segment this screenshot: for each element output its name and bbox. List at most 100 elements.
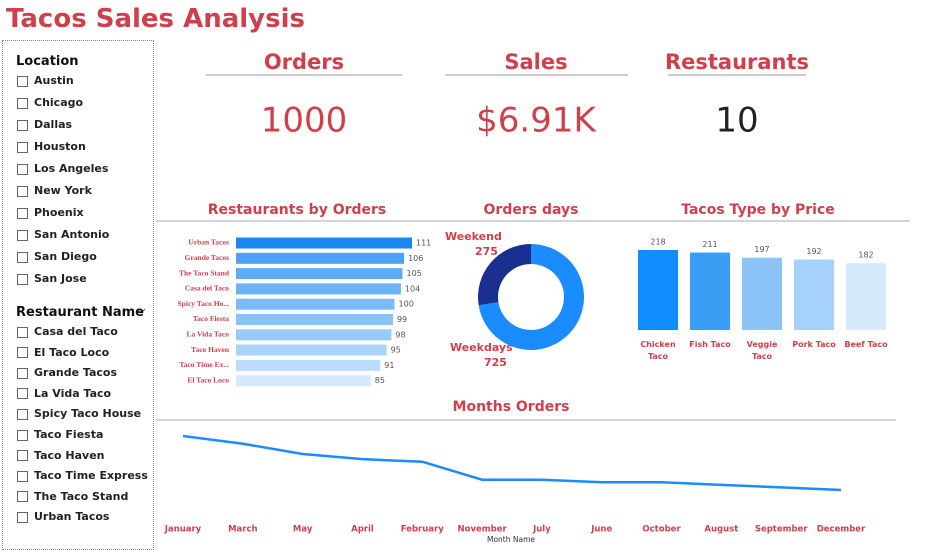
slicer-panel: [2, 40, 154, 550]
checkbox[interactable]: [17, 273, 28, 285]
slicer-item[interactable]: San Diego: [17, 250, 97, 263]
slicer-label: Taco Fiesta: [34, 428, 104, 441]
slicer-label: The Taco Stand: [34, 489, 129, 503]
bar: [794, 259, 834, 330]
slicer-title: Location: [16, 54, 79, 69]
checkbox[interactable]: [17, 141, 28, 153]
x-tick-label: November: [458, 525, 508, 535]
x-tick-label: Pork Taco: [792, 340, 836, 349]
slicer-label: Los Angeles: [34, 162, 109, 175]
slicer-item[interactable]: Austin: [17, 74, 74, 87]
bar: [236, 344, 387, 356]
checkbox[interactable]: [17, 367, 28, 379]
x-tick-label: June: [590, 525, 612, 535]
checkbox[interactable]: [17, 450, 28, 462]
slicer-item[interactable]: Phoenix: [17, 206, 84, 219]
value-label: 105: [406, 269, 421, 278]
x-tick-label: Beef Taco: [844, 340, 888, 349]
slicer-label: Taco Time Express: [34, 469, 148, 483]
checkbox[interactable]: [17, 347, 28, 359]
bar: [236, 359, 381, 371]
value-label: 218: [650, 238, 665, 247]
slicer-label: Taco Haven: [34, 448, 105, 462]
checkbox[interactable]: [17, 229, 28, 241]
checkbox[interactable]: [17, 119, 28, 131]
x-tick-label: May: [293, 525, 313, 535]
x-tick-label: July: [532, 525, 551, 535]
slicer-item[interactable]: The Taco Stand: [17, 490, 128, 503]
checkbox[interactable]: [17, 491, 28, 503]
slicer-label: San Antonio: [34, 228, 110, 241]
slicer-label: Urban Tacos: [34, 510, 110, 524]
slicer-item[interactable]: New York: [17, 184, 92, 197]
checkbox[interactable]: [17, 470, 28, 482]
value-label: 182: [858, 251, 873, 260]
slicer-item[interactable]: La Vida Taco: [17, 387, 111, 400]
slicer-label: Phoenix: [34, 206, 84, 219]
value-label: 95: [391, 346, 401, 355]
value-label: 100: [399, 300, 414, 309]
x-tick-label: April: [351, 525, 374, 535]
slicer-label: Austin: [34, 74, 74, 87]
x-axis-label: Month Name: [487, 535, 535, 544]
bar-label: Taco Time Ex...: [179, 360, 229, 369]
value-label: 192: [806, 247, 821, 256]
slicer-item[interactable]: San Antonio: [17, 228, 109, 241]
slicer-item[interactable]: Houston: [17, 140, 86, 153]
chart-title: Orders days: [484, 202, 579, 218]
bar: [236, 314, 393, 325]
bar-label: Taco Fiesta: [193, 314, 229, 323]
bar: [236, 298, 395, 310]
kpi-label: Sales: [504, 50, 567, 74]
slicer-label: San Diego: [34, 250, 97, 263]
checkbox[interactable]: [17, 408, 28, 420]
slicer-item[interactable]: Urban Tacos: [17, 510, 109, 523]
slicer-item[interactable]: Spicy Taco House: [17, 407, 141, 420]
checkbox[interactable]: [17, 97, 28, 109]
checkbox[interactable]: [17, 326, 28, 338]
slicer-item[interactable]: Chicago: [17, 96, 83, 109]
kpi-label: Orders: [264, 50, 344, 74]
bar: [236, 268, 403, 280]
value-label: 111: [416, 239, 431, 248]
slicer-item[interactable]: Taco Haven: [17, 449, 105, 462]
checkbox[interactable]: [17, 185, 28, 197]
slicer-label: La Vida Taco: [34, 386, 112, 400]
checkbox[interactable]: [17, 163, 28, 175]
checkbox[interactable]: [17, 75, 28, 87]
donut-slice: [478, 244, 584, 350]
slicer-item[interactable]: San Jose: [17, 272, 87, 285]
checkbox[interactable]: [17, 388, 28, 400]
donut-slice: [478, 244, 531, 306]
checkbox[interactable]: [17, 251, 28, 263]
slicer-item[interactable]: Taco Fiesta: [17, 428, 103, 441]
bar-label: Taco Haven: [191, 345, 230, 354]
value-label: 99: [397, 315, 407, 324]
value-label: 91: [384, 361, 394, 370]
checkbox[interactable]: [17, 207, 28, 219]
kpi-value: 1000: [261, 101, 348, 141]
chart-title: Restaurants by Orders: [208, 202, 387, 218]
page-title: Tacos Sales Analysis: [6, 4, 305, 34]
x-tick-label: January: [164, 525, 202, 535]
chart-title: Tacos Type by Price: [681, 202, 835, 218]
slicer-item[interactable]: Los Angeles: [17, 162, 108, 175]
value-label: 197: [754, 245, 769, 254]
slicer-label: New York: [34, 184, 92, 197]
slicer-item[interactable]: El Taco Loco: [17, 346, 109, 359]
x-tick-label: October: [642, 525, 681, 535]
bar: [846, 263, 886, 330]
bar-label: Casa del Taco: [185, 284, 229, 293]
slicer-item[interactable]: Dallas: [17, 118, 72, 131]
slicer-item[interactable]: Taco Time Express: [17, 469, 148, 482]
bar: [236, 252, 405, 264]
bar: [236, 329, 392, 341]
slicer-item[interactable]: Grande Tacos: [17, 366, 117, 379]
slicer-item[interactable]: Casa del Taco: [17, 325, 118, 338]
checkbox[interactable]: [17, 429, 28, 441]
checkbox[interactable]: [17, 511, 28, 523]
slicer-title: Restaurant Name: [16, 305, 145, 320]
slicer-label: Dallas: [34, 118, 73, 131]
value-label: 104: [405, 284, 420, 293]
